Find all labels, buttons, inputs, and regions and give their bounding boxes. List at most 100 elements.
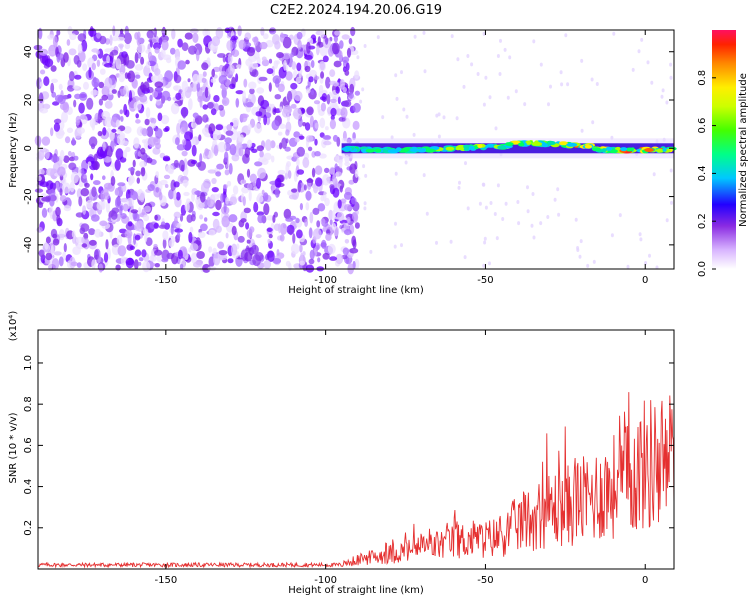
heatmap-cell — [298, 135, 305, 140]
heatmap-cell — [160, 179, 168, 186]
heatmap-cell — [304, 65, 311, 73]
heatmap-cell — [38, 168, 45, 175]
heatmap-cell — [329, 69, 336, 77]
heatmap-cell — [210, 108, 217, 116]
heatmap-cell — [139, 192, 145, 203]
heatmap-cell — [287, 170, 292, 179]
heatmap-cell — [96, 32, 102, 39]
heatmap-cell — [456, 57, 460, 62]
heatmap-cell — [202, 71, 207, 77]
heatmap-x-tick-label: 0 — [642, 275, 648, 286]
heatmap-cell — [340, 198, 347, 204]
heatmap-cell — [257, 214, 265, 224]
heatmap-cell — [225, 68, 231, 77]
heatmap-cell — [464, 161, 467, 166]
heatmap-cell — [592, 259, 596, 264]
heatmap-cell — [206, 102, 214, 109]
heatmap-cell — [560, 82, 564, 87]
heatmap-cell — [97, 112, 101, 125]
heatmap-cell — [50, 168, 55, 174]
heatmap-cell — [245, 222, 250, 230]
heatmap-cell — [246, 183, 253, 191]
heatmap-cell — [539, 62, 543, 67]
heatmap-cell — [648, 253, 651, 258]
heatmap-cell — [263, 152, 272, 161]
heatmap-cell — [140, 56, 145, 65]
heatmap-cell — [162, 54, 172, 61]
heatmap-cell — [192, 73, 200, 85]
heatmap-cell — [155, 128, 163, 139]
heatmap-cell — [351, 235, 357, 247]
heatmap-cell — [116, 36, 126, 42]
heatmap-cell — [335, 253, 344, 265]
heatmap-cell — [278, 223, 281, 234]
heatmap-cell — [200, 192, 206, 203]
heatmap-cell — [314, 165, 323, 175]
heatmap-cell — [66, 39, 71, 46]
heatmap-cell — [270, 155, 275, 163]
heatmap-cell — [176, 232, 181, 240]
heatmap-cell — [308, 227, 313, 239]
heatmap-cell — [117, 182, 126, 187]
heatmap-cell — [584, 144, 593, 149]
heatmap-cell — [293, 90, 303, 102]
heatmap-cell — [320, 102, 326, 112]
heatmap-cell — [309, 249, 315, 260]
heatmap-cell — [541, 143, 548, 148]
heatmap-cell — [162, 155, 171, 161]
heatmap-cell — [227, 258, 234, 264]
heatmap-cell — [188, 45, 197, 55]
heatmap-cell — [317, 203, 326, 212]
heatmap-cell — [88, 228, 96, 236]
heatmap-cell — [47, 34, 56, 40]
heatmap-cell — [247, 123, 252, 131]
heatmap-cell — [63, 155, 70, 163]
heatmap-cell — [319, 29, 325, 38]
heatmap-cell — [669, 168, 673, 173]
heatmap-cell — [213, 253, 221, 266]
heatmap-panel: -150 -100 -50 0 -40 -20 0 20 40 Height of strai… — [8, 25, 677, 296]
heatmap-cell — [332, 81, 340, 87]
heatmap-cell — [503, 47, 507, 52]
heatmap-cell — [549, 84, 552, 89]
heatmap-cell — [291, 61, 297, 70]
heatmap-cell — [574, 217, 578, 222]
heatmap-cell — [322, 252, 330, 260]
heatmap-cell — [78, 165, 82, 176]
heatmap-cell — [96, 59, 101, 67]
heatmap-cell — [168, 239, 175, 248]
heatmap-cell — [494, 126, 498, 131]
snr-series-line — [37, 392, 675, 569]
heatmap-cell — [284, 146, 291, 152]
heatmap-cell — [151, 35, 160, 45]
heatmap-cell — [52, 36, 58, 48]
heatmap-cell — [71, 230, 76, 238]
heatmap-cell — [576, 248, 580, 252]
heatmap-cell — [97, 130, 103, 137]
heatmap-cell — [352, 120, 360, 130]
heatmap-cell — [293, 107, 302, 120]
heatmap-cell — [164, 184, 169, 188]
heatmap-cell — [488, 261, 491, 266]
heatmap-cell — [119, 64, 126, 75]
snr-y-tick-label: 0.4 — [23, 479, 34, 495]
heatmap-cell — [421, 148, 426, 153]
colorbar-tick-label: 0.8 — [697, 70, 708, 86]
snr-y-scale-note: (x10⁴) — [8, 311, 19, 342]
heatmap-cell — [167, 96, 172, 102]
heatmap-cell — [297, 181, 302, 193]
heatmap-cell — [327, 243, 336, 255]
heatmap-cell — [123, 125, 132, 134]
heatmap-cell — [190, 136, 196, 148]
heatmap-cell — [63, 205, 72, 212]
heatmap-cell — [272, 34, 280, 45]
heatmap-cell — [102, 192, 110, 200]
heatmap-cell — [339, 40, 344, 49]
heatmap-cell — [190, 243, 199, 251]
heatmap-cell — [263, 203, 270, 216]
heatmap-y-ticks: -40 -20 0 20 40 — [23, 45, 674, 253]
heatmap-cell — [79, 91, 88, 101]
heatmap-cell — [437, 112, 441, 117]
heatmap-cell — [218, 104, 224, 111]
snr-x-tick-label: -50 — [477, 575, 493, 586]
